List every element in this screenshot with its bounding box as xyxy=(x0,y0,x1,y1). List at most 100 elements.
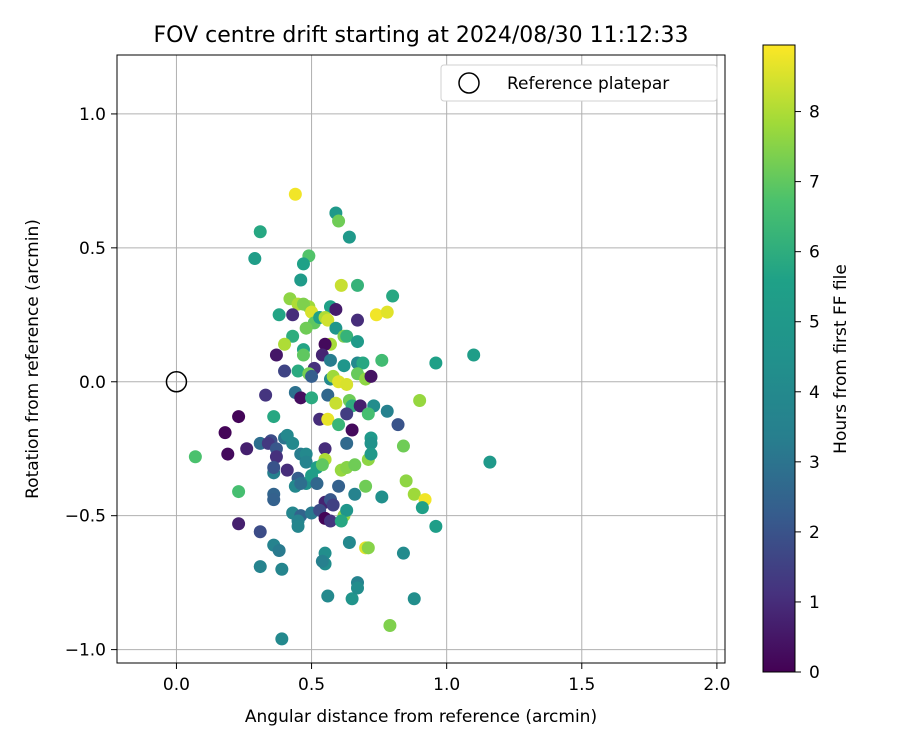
data-point xyxy=(288,187,302,201)
data-point xyxy=(296,297,310,311)
data-point xyxy=(332,479,346,493)
colorbar-tick-label: 5 xyxy=(809,313,820,333)
data-point xyxy=(329,321,343,335)
colorbar: 0 1 2 3 4 5 6 7 8 Hours from first FF file xyxy=(762,44,851,683)
legend: Reference platepar xyxy=(440,64,718,102)
data-point xyxy=(342,230,356,244)
data-point xyxy=(467,348,481,362)
data-point xyxy=(259,388,273,402)
reference-marker xyxy=(165,371,188,393)
data-point xyxy=(356,356,370,370)
data-point xyxy=(340,503,354,517)
data-point xyxy=(286,308,300,322)
data-point xyxy=(483,455,497,469)
data-point xyxy=(269,348,283,362)
data-point xyxy=(321,589,335,603)
data-point xyxy=(218,426,232,440)
data-point xyxy=(275,562,289,576)
data-point xyxy=(364,369,378,383)
data-point xyxy=(286,329,300,343)
x-tick-label: 1.5 xyxy=(568,675,595,695)
data-point xyxy=(221,447,235,461)
data-point xyxy=(429,356,443,370)
y-tick-label: −0.5 xyxy=(65,507,106,527)
data-point xyxy=(272,308,286,322)
data-point xyxy=(232,410,246,424)
colorbar-tick-label: 6 xyxy=(809,243,820,263)
data-point xyxy=(188,450,202,464)
data-point xyxy=(345,592,359,606)
data-point xyxy=(321,412,335,426)
data-point xyxy=(318,442,332,456)
data-point xyxy=(340,436,354,450)
colorbar-gradient xyxy=(762,44,796,673)
x-tick-label: 0.0 xyxy=(163,675,190,695)
data-point xyxy=(407,592,421,606)
colorbar-tick-label: 8 xyxy=(809,103,820,123)
data-point xyxy=(286,436,300,450)
colorbar-ticks: 0 1 2 3 4 5 6 7 8 xyxy=(795,103,820,683)
data-point xyxy=(310,477,324,491)
data-point xyxy=(334,278,348,292)
data-point xyxy=(359,479,373,493)
data-point xyxy=(399,474,413,488)
data-point xyxy=(248,252,262,266)
data-point xyxy=(253,560,267,574)
colorbar-tick-label: 2 xyxy=(809,523,820,543)
data-point xyxy=(364,447,378,461)
data-point xyxy=(232,485,246,499)
data-point xyxy=(340,329,354,343)
data-point xyxy=(240,442,254,456)
data-point xyxy=(340,407,354,421)
data-point xyxy=(278,364,292,378)
data-point xyxy=(396,546,410,560)
colorbar-label: Hours from first FF file xyxy=(831,264,851,454)
data-point xyxy=(350,581,364,595)
x-axis-label: Angular distance from reference (arcmin) xyxy=(245,707,597,727)
x-axis-ticks: 0.0 0.5 1.0 1.5 2.0 xyxy=(163,663,730,695)
data-point xyxy=(318,337,332,351)
grid-lines xyxy=(117,55,725,663)
data-point xyxy=(294,273,308,287)
data-point xyxy=(315,458,329,472)
data-point xyxy=(267,410,281,424)
data-point xyxy=(232,517,246,531)
data-point xyxy=(429,519,443,533)
data-point xyxy=(350,335,364,349)
colorbar-tick-label: 0 xyxy=(809,663,820,683)
data-point xyxy=(348,458,362,472)
data-point xyxy=(321,313,335,327)
data-point xyxy=(353,399,367,413)
data-point xyxy=(386,289,400,303)
x-tick-label: 1.0 xyxy=(433,675,460,695)
data-point xyxy=(253,225,267,239)
data-point xyxy=(345,423,359,437)
data-point xyxy=(391,418,405,432)
data-point xyxy=(321,388,335,402)
legend-box xyxy=(440,64,718,102)
y-axis-ticks: −1.0 −0.5 0.0 0.5 1.0 xyxy=(65,105,117,661)
data-point xyxy=(323,353,337,367)
data-point xyxy=(280,463,294,477)
data-point xyxy=(329,302,343,316)
legend-marker-icon xyxy=(458,72,480,94)
data-point xyxy=(407,487,421,501)
data-point xyxy=(296,348,310,362)
colorbar-tick-label: 1 xyxy=(809,593,820,613)
data-point xyxy=(329,396,343,410)
plot-frame xyxy=(116,54,726,664)
data-point xyxy=(272,544,286,558)
data-point xyxy=(326,498,340,512)
data-point xyxy=(361,541,375,555)
data-point xyxy=(278,337,292,351)
data-point xyxy=(275,632,289,646)
data-point xyxy=(369,308,383,322)
data-point xyxy=(296,257,310,271)
data-point xyxy=(253,525,267,539)
data-point xyxy=(332,214,346,228)
data-point xyxy=(364,436,378,450)
data-point xyxy=(380,305,394,319)
data-point xyxy=(380,404,394,418)
data-point xyxy=(294,477,308,491)
data-point xyxy=(383,619,397,633)
